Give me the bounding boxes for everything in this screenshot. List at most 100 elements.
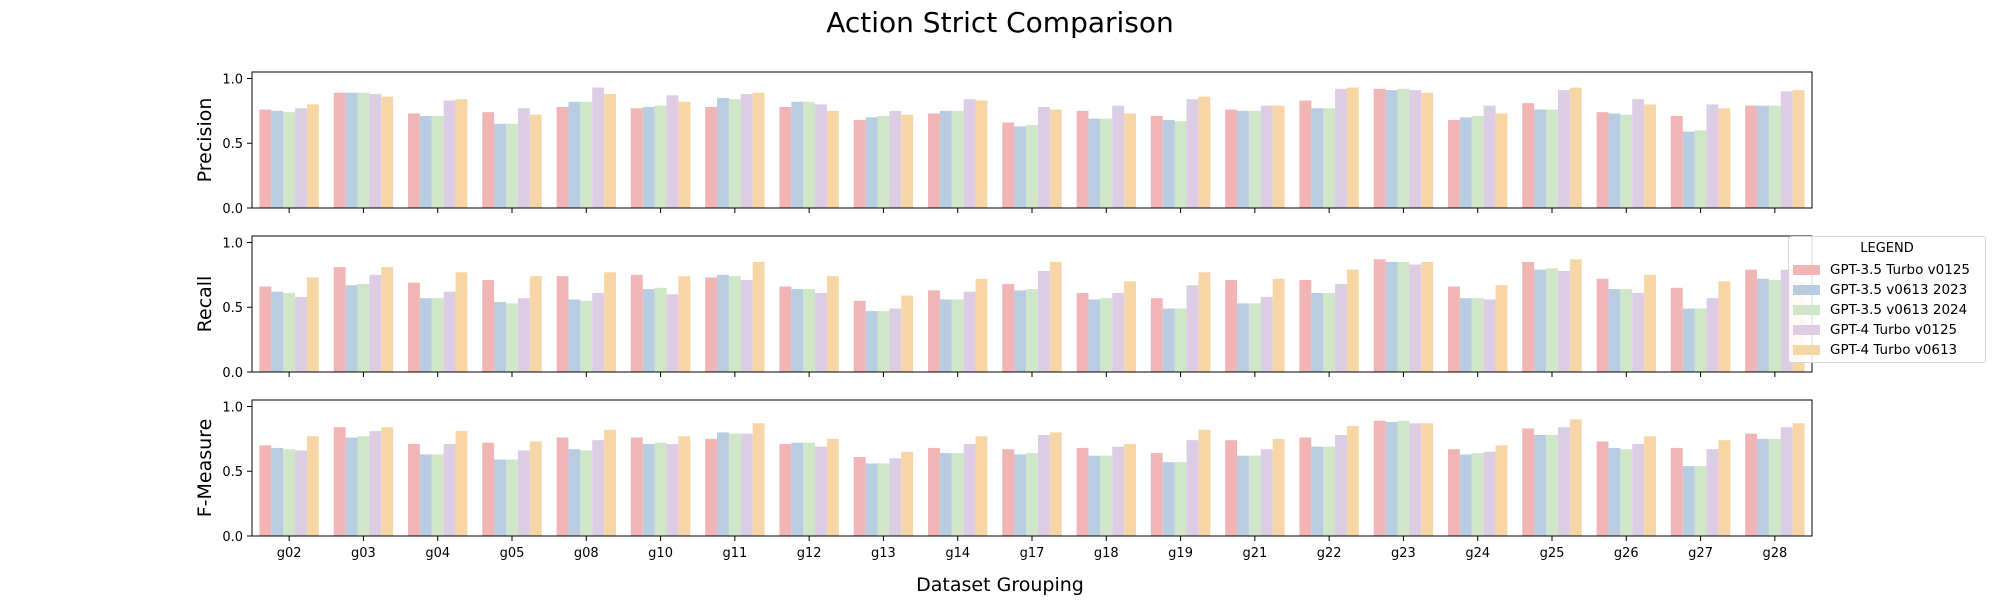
bar	[1335, 88, 1347, 208]
bar	[1620, 289, 1633, 372]
bar	[1546, 434, 1558, 536]
bar	[963, 99, 976, 208]
bar	[443, 291, 456, 372]
bar	[826, 276, 839, 372]
bar	[1237, 455, 1249, 536]
bar	[1225, 280, 1238, 372]
bar	[357, 92, 370, 208]
bar	[717, 432, 729, 536]
x-axis-label: Dataset Grouping	[916, 574, 1084, 596]
legend-label: GPT-4 Turbo v0125	[1830, 322, 1958, 338]
bar	[1373, 259, 1386, 372]
bar	[791, 289, 804, 372]
bar	[1632, 444, 1645, 536]
bar	[889, 308, 902, 372]
bar	[259, 109, 272, 208]
bar	[529, 276, 542, 372]
bar	[1644, 104, 1656, 208]
bar	[1546, 268, 1558, 372]
bar	[1471, 116, 1484, 208]
bar	[666, 294, 679, 372]
bar	[1049, 432, 1062, 536]
bar	[1272, 105, 1285, 208]
bar	[419, 298, 432, 372]
bar	[1745, 105, 1758, 208]
bar	[1448, 449, 1460, 536]
bar	[1706, 298, 1719, 372]
bar	[419, 454, 432, 536]
bar	[580, 300, 593, 372]
bar	[1557, 90, 1570, 208]
bar	[357, 436, 370, 536]
bar	[1346, 269, 1359, 372]
bar	[1483, 299, 1496, 372]
bar	[1608, 113, 1621, 208]
bar	[779, 106, 792, 208]
bar	[1037, 106, 1050, 208]
bar	[1311, 446, 1324, 536]
bar	[369, 431, 382, 536]
bar	[1557, 427, 1570, 536]
bar	[1682, 131, 1695, 208]
bar	[592, 87, 605, 208]
bar	[951, 453, 964, 536]
bar	[529, 114, 542, 208]
x-tick-label: g21	[1242, 546, 1267, 561]
bar	[826, 110, 839, 208]
bar	[975, 100, 988, 208]
bar	[642, 444, 655, 536]
bar	[654, 442, 667, 536]
bar	[889, 458, 902, 536]
bar	[1596, 112, 1609, 208]
bar	[1186, 99, 1199, 208]
bar	[1373, 88, 1386, 208]
bar	[1471, 298, 1484, 372]
bar	[1162, 308, 1175, 372]
legend-item: GPT-3.5 Turbo v0125	[1789, 260, 1985, 280]
bar	[1002, 122, 1015, 208]
bar	[975, 436, 988, 536]
bar	[901, 114, 914, 208]
bar	[1323, 446, 1336, 536]
bar	[1150, 298, 1163, 372]
bar	[455, 99, 468, 208]
bar	[604, 429, 616, 536]
bar	[717, 97, 729, 208]
bar	[740, 280, 753, 372]
bar	[678, 101, 691, 208]
x-tick-label: g19	[1168, 546, 1193, 561]
bar	[1459, 298, 1472, 372]
bar	[728, 433, 741, 536]
y-tick-label: 1.0	[222, 72, 243, 87]
bar	[259, 286, 272, 372]
bar	[1471, 453, 1484, 536]
bar	[1569, 87, 1582, 208]
bar	[1088, 299, 1101, 372]
bar	[1311, 108, 1324, 208]
bar	[678, 436, 691, 536]
bar	[1792, 423, 1805, 536]
bar	[1745, 269, 1758, 372]
bar	[1706, 449, 1719, 536]
bar	[1076, 110, 1089, 208]
bar	[1644, 274, 1656, 372]
bar	[455, 272, 468, 372]
bar	[1225, 440, 1238, 536]
bar	[1150, 116, 1163, 208]
bar	[791, 101, 804, 208]
legend-label: GPT-4 Turbo v0613	[1830, 342, 1958, 358]
x-tick-label: g23	[1391, 546, 1416, 561]
bar	[1237, 110, 1249, 208]
bar	[333, 92, 346, 208]
bar	[939, 110, 952, 208]
bar	[271, 291, 284, 372]
bar	[592, 292, 605, 372]
bar	[815, 104, 827, 208]
bar	[1260, 296, 1273, 372]
bar	[630, 437, 643, 536]
bar	[1608, 447, 1621, 536]
bar	[1644, 436, 1656, 536]
bar	[666, 444, 679, 536]
bar	[556, 276, 569, 372]
x-tick-label: g02	[277, 546, 302, 561]
